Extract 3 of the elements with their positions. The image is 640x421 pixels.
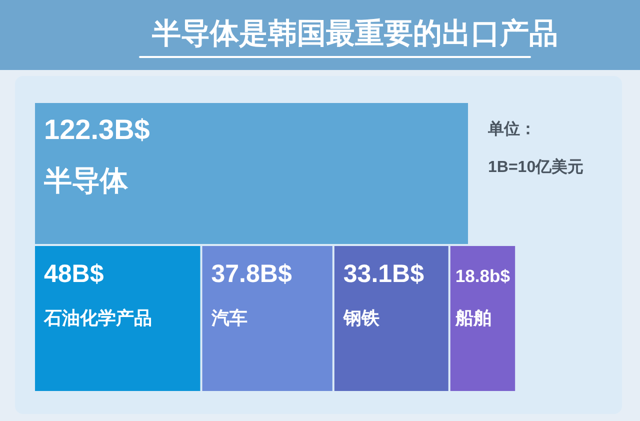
annotation: 单位： [488, 121, 536, 138]
title: 半导体是韩国最重要的出口产品 [152, 18, 558, 50]
annotation: 1B=10亿美元 [488, 159, 584, 176]
